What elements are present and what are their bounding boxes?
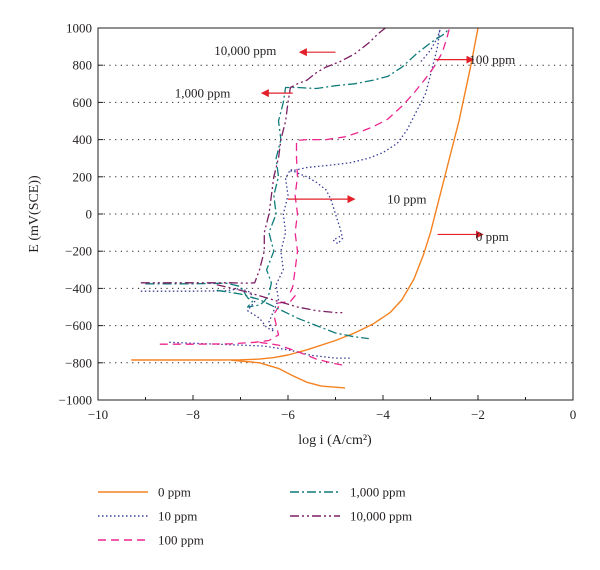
x-tick-label: −10 xyxy=(88,407,108,422)
series-line xyxy=(259,341,346,367)
annotation-label: 0 ppm xyxy=(476,229,509,244)
series-line xyxy=(216,284,345,314)
series-line xyxy=(216,289,369,340)
legend: 0 ppm 10 ppm 100 ppm 1,000 ppm 10,000 ppm xyxy=(98,485,412,548)
x-tick-label: −2 xyxy=(471,407,485,422)
horizontal-gridlines xyxy=(98,64,573,364)
y-tick-label: −200 xyxy=(65,244,92,259)
x-tick-label: 0 xyxy=(570,407,577,422)
annotation-label: 10 ppm xyxy=(387,192,426,207)
y-tick-label: −800 xyxy=(65,355,92,370)
legend-label: 100 ppm xyxy=(158,533,204,548)
y-tick-label: −400 xyxy=(65,281,92,296)
legend-label: 1,000 ppm xyxy=(350,485,406,500)
annotation-label: 100 ppm xyxy=(469,52,515,67)
legend-label: 10,000 ppm xyxy=(350,509,412,524)
series-line xyxy=(140,27,386,284)
y-tick-label: 600 xyxy=(73,95,93,110)
y-tick-label: 0 xyxy=(86,207,93,222)
series-layer xyxy=(131,27,479,389)
x-tick-label: −8 xyxy=(186,407,200,422)
legend-label: 0 ppm xyxy=(158,485,191,500)
annotation-label: 1,000 ppm xyxy=(175,86,231,101)
legend-label: 10 ppm xyxy=(158,509,197,524)
series-line xyxy=(230,359,346,389)
series-line xyxy=(420,29,441,62)
x-axis: −10 −8 −6 −4 −2 0 xyxy=(88,395,576,422)
y-tick-label: 1000 xyxy=(66,21,92,36)
y-tick-label: 400 xyxy=(73,132,93,147)
series-line xyxy=(145,27,450,308)
y-axis: −1000 −800 −600 −400 −200 0 200 400 600 800 1000 xyxy=(59,21,103,408)
x-tick-label: −4 xyxy=(376,407,390,422)
annotations: 10,000 ppm 1,000 ppm 100 ppm 10 ppm 0 ppm xyxy=(175,43,516,244)
y-tick-label: −600 xyxy=(65,318,92,333)
series-line xyxy=(290,27,441,172)
series-10ppmppm xyxy=(140,27,441,359)
series-line xyxy=(140,168,344,332)
series-0ppmppm xyxy=(131,27,479,389)
x-axis-title: log i (A/cm²) xyxy=(298,433,372,448)
y-tick-label: 800 xyxy=(73,58,93,73)
plot-frame xyxy=(97,27,574,401)
series-10000ppmppm xyxy=(140,27,386,314)
y-axis-title: E (mV(SCE)) xyxy=(27,175,42,253)
series-line xyxy=(131,27,479,361)
series-line xyxy=(159,27,451,345)
series-1000ppmppm xyxy=(145,27,450,340)
annotation-label: 10,000 ppm xyxy=(214,43,276,58)
series-100ppmppm xyxy=(159,27,451,367)
y-tick-label: −1000 xyxy=(59,393,92,408)
y-tick-label: 200 xyxy=(73,169,93,184)
x-tick-label: −6 xyxy=(281,407,295,422)
